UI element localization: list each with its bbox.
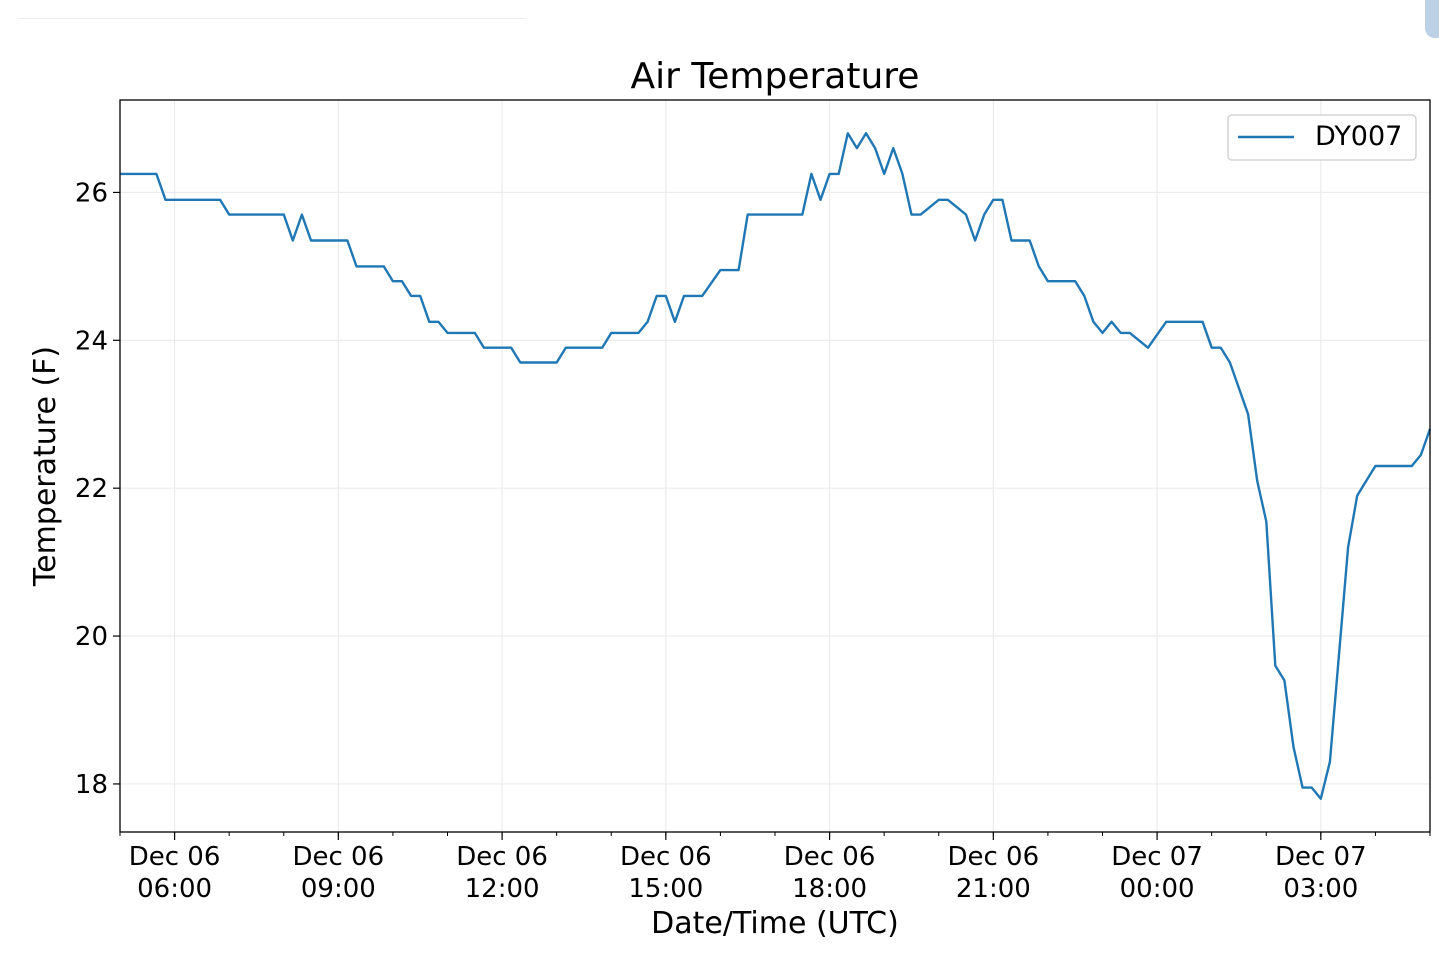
x-axis-label: Date/Time (UTC): [651, 906, 899, 941]
y-tick-label: 22: [75, 474, 108, 504]
y-axis-ticks: 18 20 22 24 26: [75, 178, 120, 800]
x-tick-label-time: 21:00: [956, 874, 1031, 904]
legend-box: [1227, 114, 1417, 161]
x-tick-label-date: Dec 06: [620, 842, 712, 872]
x-tick-label-date: Dec 06: [784, 842, 876, 872]
x-tick-label-date: Dec 06: [292, 842, 384, 872]
x-tick-label-time: 18:00: [792, 874, 867, 904]
x-tick-label-date: Dec 07: [1111, 842, 1203, 872]
corner-overlay: [1425, 0, 1439, 38]
x-tick-label-time: 15:00: [628, 874, 703, 904]
x-tick-label-time: 00:00: [1120, 874, 1195, 904]
grid: [120, 100, 1430, 832]
legend-label-dy007: DY007: [1315, 121, 1402, 152]
y-tick-label: 18: [75, 770, 108, 800]
series-layer: [120, 132, 1432, 800]
y-tick-label: 24: [75, 326, 108, 356]
legend: DY007: [1227, 114, 1417, 161]
top-divider: [18, 18, 526, 19]
x-tick-label-date: Dec 06: [947, 842, 1039, 872]
x-tick-label-date: Dec 06: [129, 842, 221, 872]
series-line-dy007: [120, 132, 1432, 800]
chart-title: Air Temperature: [631, 56, 920, 97]
y-axis-label: Temperature (F): [28, 346, 63, 587]
x-tick-label-date: Dec 07: [1275, 842, 1367, 872]
x-tick-label-time: 09:00: [301, 874, 376, 904]
y-tick-label: 20: [75, 622, 108, 652]
x-tick-label-time: 03:00: [1283, 874, 1358, 904]
y-tick-label: 26: [75, 178, 108, 208]
x-tick-label-time: 06:00: [137, 874, 212, 904]
x-tick-label-date: Dec 06: [456, 842, 548, 872]
plot-frame: [119, 99, 1431, 833]
x-tick-label-time: 12:00: [465, 874, 540, 904]
